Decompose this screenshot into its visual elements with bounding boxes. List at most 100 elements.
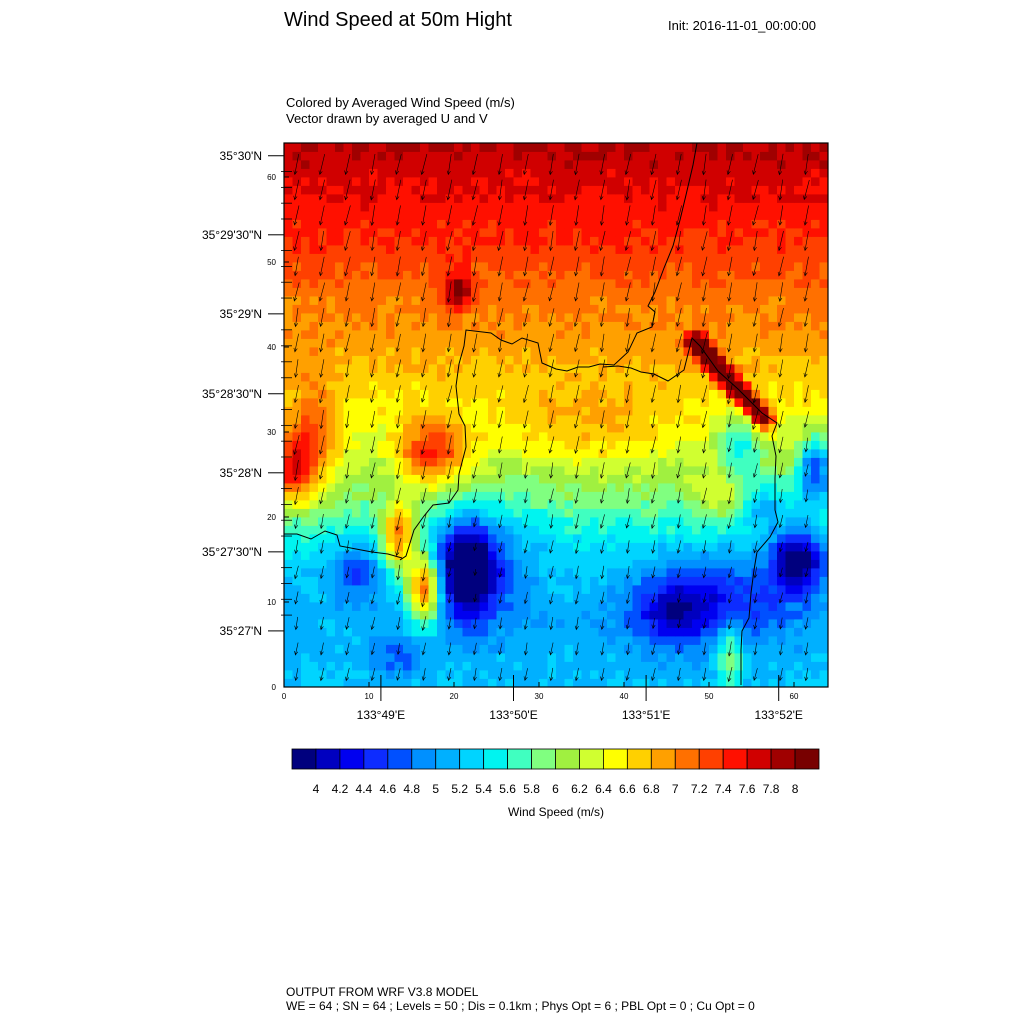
heatmap-cell: [768, 644, 778, 654]
heatmap-cell: [632, 670, 642, 679]
heatmap-cell: [624, 449, 633, 458]
heatmap-cell: [284, 619, 293, 628]
heatmap-cell: [488, 406, 497, 416]
wind-vector-arrow: [677, 593, 682, 603]
heatmap-cell: [445, 143, 455, 152]
heatmap-cell: [471, 202, 480, 212]
heatmap-cell: [564, 330, 574, 339]
heatmap-cell: [505, 568, 514, 577]
heatmap-cell: [734, 262, 744, 271]
heatmap-cell: [581, 457, 591, 467]
heatmap-cell: [428, 143, 438, 152]
heatmap-cell: [590, 474, 599, 484]
heatmap-cell: [471, 474, 480, 484]
heatmap-cell: [462, 415, 472, 424]
heatmap-cell: [505, 449, 514, 458]
heatmap-cell: [488, 636, 497, 645]
heatmap-cell: [437, 321, 446, 331]
heatmap-cell: [428, 406, 438, 416]
heatmap-cell: [309, 593, 319, 603]
heatmap-cell: [683, 678, 693, 688]
wind-vector-arrow: [804, 489, 809, 503]
heatmap-cell: [505, 559, 514, 569]
heatmap-cell: [709, 372, 718, 382]
heatmap-cell: [641, 576, 650, 586]
heatmap-cell: [811, 219, 820, 229]
heatmap-cell: [420, 253, 429, 263]
wind-vector-arrow: [651, 668, 656, 682]
heatmap-cell: [785, 466, 795, 475]
heatmap-cell: [785, 321, 795, 331]
heatmap-cell: [462, 432, 472, 441]
heatmap-cell: [675, 500, 684, 509]
wind-vector-arrow: [395, 537, 402, 557]
heatmap-cell: [377, 432, 387, 441]
heatmap-cell: [819, 559, 829, 569]
heatmap-cell: [437, 585, 446, 594]
heatmap-cell: [683, 355, 693, 365]
heatmap-cell: [683, 202, 693, 212]
heatmap-cell: [377, 593, 387, 603]
heatmap-cell: [632, 653, 642, 662]
heatmap-cell: [615, 245, 625, 254]
heatmap-cell: [811, 185, 820, 195]
heatmap-cell: [326, 559, 336, 569]
heatmap-cell: [658, 610, 667, 620]
wind-vector-arrow: [752, 437, 758, 453]
heatmap-cell: [462, 211, 472, 220]
heatmap-cell: [403, 143, 412, 152]
heatmap-cell: [700, 653, 710, 662]
heatmap-cell: [326, 398, 336, 407]
heatmap-cell: [411, 330, 421, 339]
heatmap-cell: [377, 160, 387, 169]
heatmap-cell: [505, 585, 514, 594]
heatmap-cell: [768, 542, 778, 552]
heatmap-cell: [513, 678, 523, 688]
heatmap-cell: [488, 559, 497, 569]
heatmap-cell: [709, 636, 718, 645]
heatmap-cell: [377, 330, 387, 339]
heatmap-cell: [301, 287, 310, 297]
heatmap-cell: [301, 576, 310, 586]
heatmap-cell: [632, 185, 642, 195]
wind-vector-arrow: [497, 308, 504, 327]
heatmap-cell: [318, 508, 327, 518]
heatmap-cell: [717, 347, 727, 356]
heatmap-cell: [479, 168, 489, 178]
wind-vector-arrow: [318, 205, 325, 226]
heatmap-cell: [632, 236, 642, 246]
heatmap-cell: [777, 304, 786, 314]
heatmap-cell: [411, 457, 421, 467]
heatmap-cell: [590, 449, 599, 458]
heatmap-cell: [411, 466, 421, 475]
heatmap-cell: [360, 287, 370, 297]
heatmap-cell: [479, 245, 489, 254]
heatmap-cell: [581, 508, 591, 518]
heatmap-cell: [513, 559, 523, 569]
heatmap-cell: [590, 576, 599, 586]
y-grid-tick-label: 50: [267, 258, 276, 267]
heatmap-cell: [717, 593, 727, 603]
wind-vector-arrow: [599, 230, 606, 252]
wind-vector-arrow: [676, 384, 681, 404]
heatmap-cell: [335, 228, 344, 237]
heatmap-cell: [386, 542, 395, 552]
heatmap-cell: [760, 525, 769, 535]
heatmap-cell: [802, 151, 812, 161]
heatmap-cell: [420, 653, 429, 662]
colorbar-tick-label: 4.8: [403, 782, 420, 796]
heatmap-cell: [284, 364, 293, 373]
latitude-tick-label: 35°29'30"N: [202, 228, 262, 242]
heatmap-cell: [335, 381, 344, 390]
heatmap-cell: [700, 151, 710, 161]
heatmap-cell: [292, 602, 302, 611]
heatmap-cell: [360, 534, 370, 543]
heatmap-cell: [352, 296, 361, 305]
heatmap-cell: [556, 304, 565, 314]
heatmap-cell: [462, 398, 472, 407]
heatmap-cell: [624, 143, 633, 152]
heatmap-cell: [377, 517, 387, 526]
heatmap-cell: [683, 542, 693, 552]
heatmap-cell: [513, 270, 523, 280]
heatmap-cell: [666, 253, 676, 263]
